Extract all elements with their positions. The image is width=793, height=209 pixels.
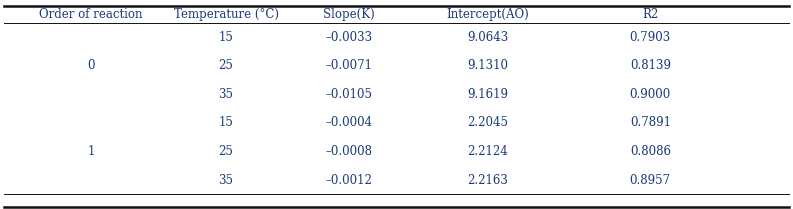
Text: 0: 0: [87, 59, 95, 72]
Text: Temperature (°C): Temperature (°C): [174, 8, 278, 21]
Text: 9.0643: 9.0643: [467, 31, 508, 44]
Text: 15: 15: [219, 116, 233, 129]
Text: –0.0033: –0.0033: [325, 31, 373, 44]
Text: R2: R2: [642, 8, 658, 21]
Text: 35: 35: [219, 174, 233, 187]
Text: 0.8139: 0.8139: [630, 59, 671, 72]
Text: 35: 35: [219, 88, 233, 101]
Text: 0.9000: 0.9000: [630, 88, 671, 101]
Text: –0.0105: –0.0105: [325, 88, 373, 101]
Text: 2.2124: 2.2124: [467, 145, 508, 158]
Text: 0.7891: 0.7891: [630, 116, 671, 129]
Text: –0.0008: –0.0008: [325, 145, 373, 158]
Text: 1: 1: [87, 145, 95, 158]
Text: 2.2163: 2.2163: [467, 174, 508, 187]
Text: Order of reaction: Order of reaction: [40, 8, 143, 21]
Text: 0.8957: 0.8957: [630, 174, 671, 187]
Text: 0.8086: 0.8086: [630, 145, 671, 158]
Text: –0.0012: –0.0012: [325, 174, 373, 187]
Text: 9.1619: 9.1619: [467, 88, 508, 101]
Text: 0.7903: 0.7903: [630, 31, 671, 44]
Text: 2.2045: 2.2045: [467, 116, 508, 129]
Text: –0.0004: –0.0004: [325, 116, 373, 129]
Text: 9.1310: 9.1310: [467, 59, 508, 72]
Text: Intercept(AO): Intercept(AO): [446, 8, 529, 21]
Text: 25: 25: [219, 145, 233, 158]
Text: –0.0071: –0.0071: [325, 59, 373, 72]
Text: 15: 15: [219, 31, 233, 44]
Text: Slope(K): Slope(K): [323, 8, 375, 21]
Text: 25: 25: [219, 59, 233, 72]
